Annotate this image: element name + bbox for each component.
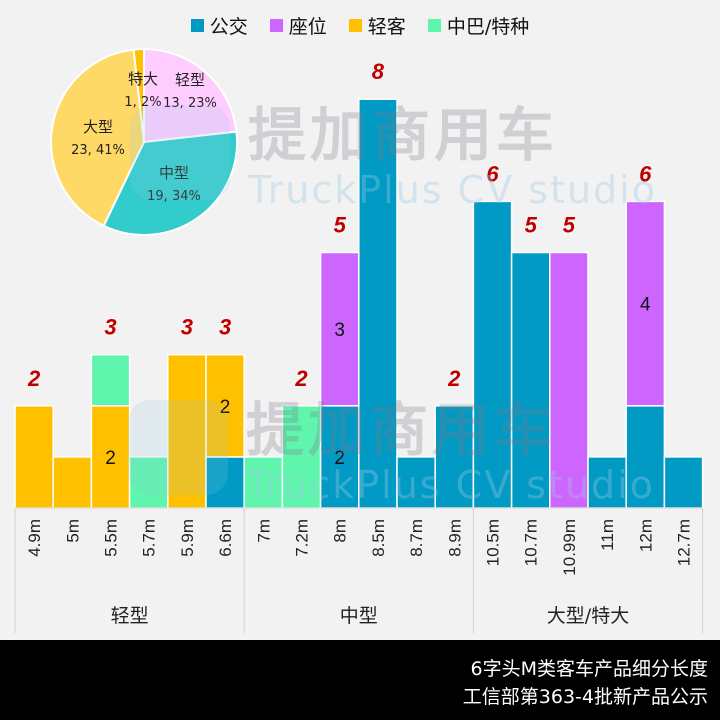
x-tick-label: 6.6m xyxy=(216,519,235,557)
legend-label: 中巴/特种 xyxy=(446,16,530,38)
pie-label-value: 13, 23% xyxy=(163,96,217,111)
x-tick-label: 5.7m xyxy=(140,519,159,557)
legend-swatch-seat xyxy=(269,19,283,32)
bar-segment-bus xyxy=(663,456,704,509)
pie-slice-3 xyxy=(132,47,145,143)
total-value-label: 8 xyxy=(372,59,385,84)
segment-value-label: 3 xyxy=(334,320,345,341)
watermark-en: TruckPlus CV studio xyxy=(247,168,657,212)
total-value-label: 5 xyxy=(563,213,576,238)
x-tick-label: 10.7m xyxy=(522,519,541,566)
legend-swatch-light xyxy=(348,19,362,32)
bar-segment-bus xyxy=(396,456,436,509)
x-tick-label: 12m xyxy=(636,519,655,552)
x-tick-label: 5m xyxy=(63,519,82,543)
segment-value-label: 2 xyxy=(220,397,231,418)
footer-caption: 6字头M类客车产品细分长度 工信部第363-4批新产品公示 xyxy=(0,640,720,720)
pie-slice-0 xyxy=(143,47,238,144)
x-group-label: 轻型 xyxy=(111,605,149,627)
segment-value-label: 4 xyxy=(640,295,651,316)
pie-label-name: 轻型 xyxy=(175,71,205,89)
caption-line-2: 工信部第363-4批新产品公示 xyxy=(462,686,708,708)
bar-segment-bus xyxy=(472,200,513,509)
legend-item-light[interactable]: 轻客 xyxy=(348,12,406,39)
legend-label: 轻客 xyxy=(367,16,406,38)
total-value-label: 3 xyxy=(219,315,231,340)
legend-swatch-minibus xyxy=(427,19,441,32)
pie-label-name: 特大 xyxy=(128,70,158,88)
legend-label: 公交 xyxy=(209,16,248,38)
x-tick-label: 4.9m xyxy=(25,519,44,557)
x-tick-label: 10.5m xyxy=(484,519,503,566)
watermark-en: TruckPlus CV studio xyxy=(245,463,655,507)
bar-segment-light xyxy=(205,353,245,458)
bar-segment-seat xyxy=(319,251,360,407)
total-value-label: 2 xyxy=(294,366,308,391)
x-tick-label: 12.7m xyxy=(675,519,694,566)
watermark-logo xyxy=(128,400,228,495)
watermark-cn: 提加商用车 xyxy=(246,396,556,464)
legend-item-minibus[interactable]: 中巴/特种 xyxy=(427,12,530,39)
legend-label: 座位 xyxy=(288,16,327,38)
watermark-logo xyxy=(130,105,230,200)
x-group-label: 中型 xyxy=(340,605,378,627)
total-value-label: 5 xyxy=(525,213,538,238)
pie-label-name: 中型 xyxy=(159,164,189,182)
pie-label-name: 大型 xyxy=(83,118,113,136)
segment-value-label: 2 xyxy=(334,448,345,469)
watermark-cn: 提加商用车 xyxy=(248,101,558,169)
x-tick-label: 8.5m xyxy=(369,519,388,557)
legend-item-seat[interactable]: 座位 xyxy=(269,12,327,39)
total-value-label: 6 xyxy=(486,161,499,186)
pie-label-value: 1, 2% xyxy=(124,95,161,110)
legend-item-bus[interactable]: 公交 xyxy=(190,12,248,39)
bar-segment-light xyxy=(167,353,207,509)
total-value-label: 5 xyxy=(334,213,347,238)
x-tick-label: 7.2m xyxy=(293,519,312,557)
legend: 公交 座位 轻客 中巴/特种 xyxy=(0,12,720,39)
bar-segment-seat xyxy=(625,200,666,407)
x-tick-label: 5.9m xyxy=(178,519,197,557)
caption-line-1: 6字头M类客车产品细分长度 xyxy=(470,658,708,680)
total-value-label: 2 xyxy=(447,366,461,391)
bar-segment-bus xyxy=(587,456,627,509)
x-axis: 4.9m 5m 5.5m 5.7m 5.9m 6.6m 7m 7.2m 8m 8.5m 8.7m 8.… xyxy=(14,507,704,633)
pie-chart: 轻型 13, 23% 中型 19, 34% 大型 23, 41% 特大 1, 2% xyxy=(50,47,238,236)
x-tick-label: 8m xyxy=(331,519,350,543)
legend-swatch-bus xyxy=(190,19,204,32)
total-value-label: 3 xyxy=(104,315,116,340)
total-value-label: 3 xyxy=(181,315,193,340)
pie-label-value: 19, 34% xyxy=(147,189,201,204)
x-tick-label: 11m xyxy=(598,519,617,551)
total-value-label: 6 xyxy=(639,161,652,186)
bar-segment-bus xyxy=(510,251,551,509)
bar-segment-seat xyxy=(549,251,589,509)
segment-value-label: 2 xyxy=(105,448,116,469)
x-tick-label: 5.5m xyxy=(102,519,121,557)
x-tick-label: 7m xyxy=(254,519,273,543)
bar-segment-minibus xyxy=(90,353,131,407)
x-tick-label: 8.9m xyxy=(445,519,464,557)
x-tick-label: 10.99m xyxy=(560,519,579,576)
bar-segment-light xyxy=(14,405,54,509)
bar-segment-light xyxy=(52,456,93,509)
pie-label-value: 23, 41% xyxy=(71,143,125,158)
pie-slice-2 xyxy=(50,48,146,228)
bar-segment-bus xyxy=(625,405,666,509)
x-tick-label: 8.7m xyxy=(407,519,426,557)
x-group-label: 大型/特大 xyxy=(547,605,629,627)
total-value-label: 2 xyxy=(27,366,41,391)
bar-segment-minibus xyxy=(281,405,322,509)
